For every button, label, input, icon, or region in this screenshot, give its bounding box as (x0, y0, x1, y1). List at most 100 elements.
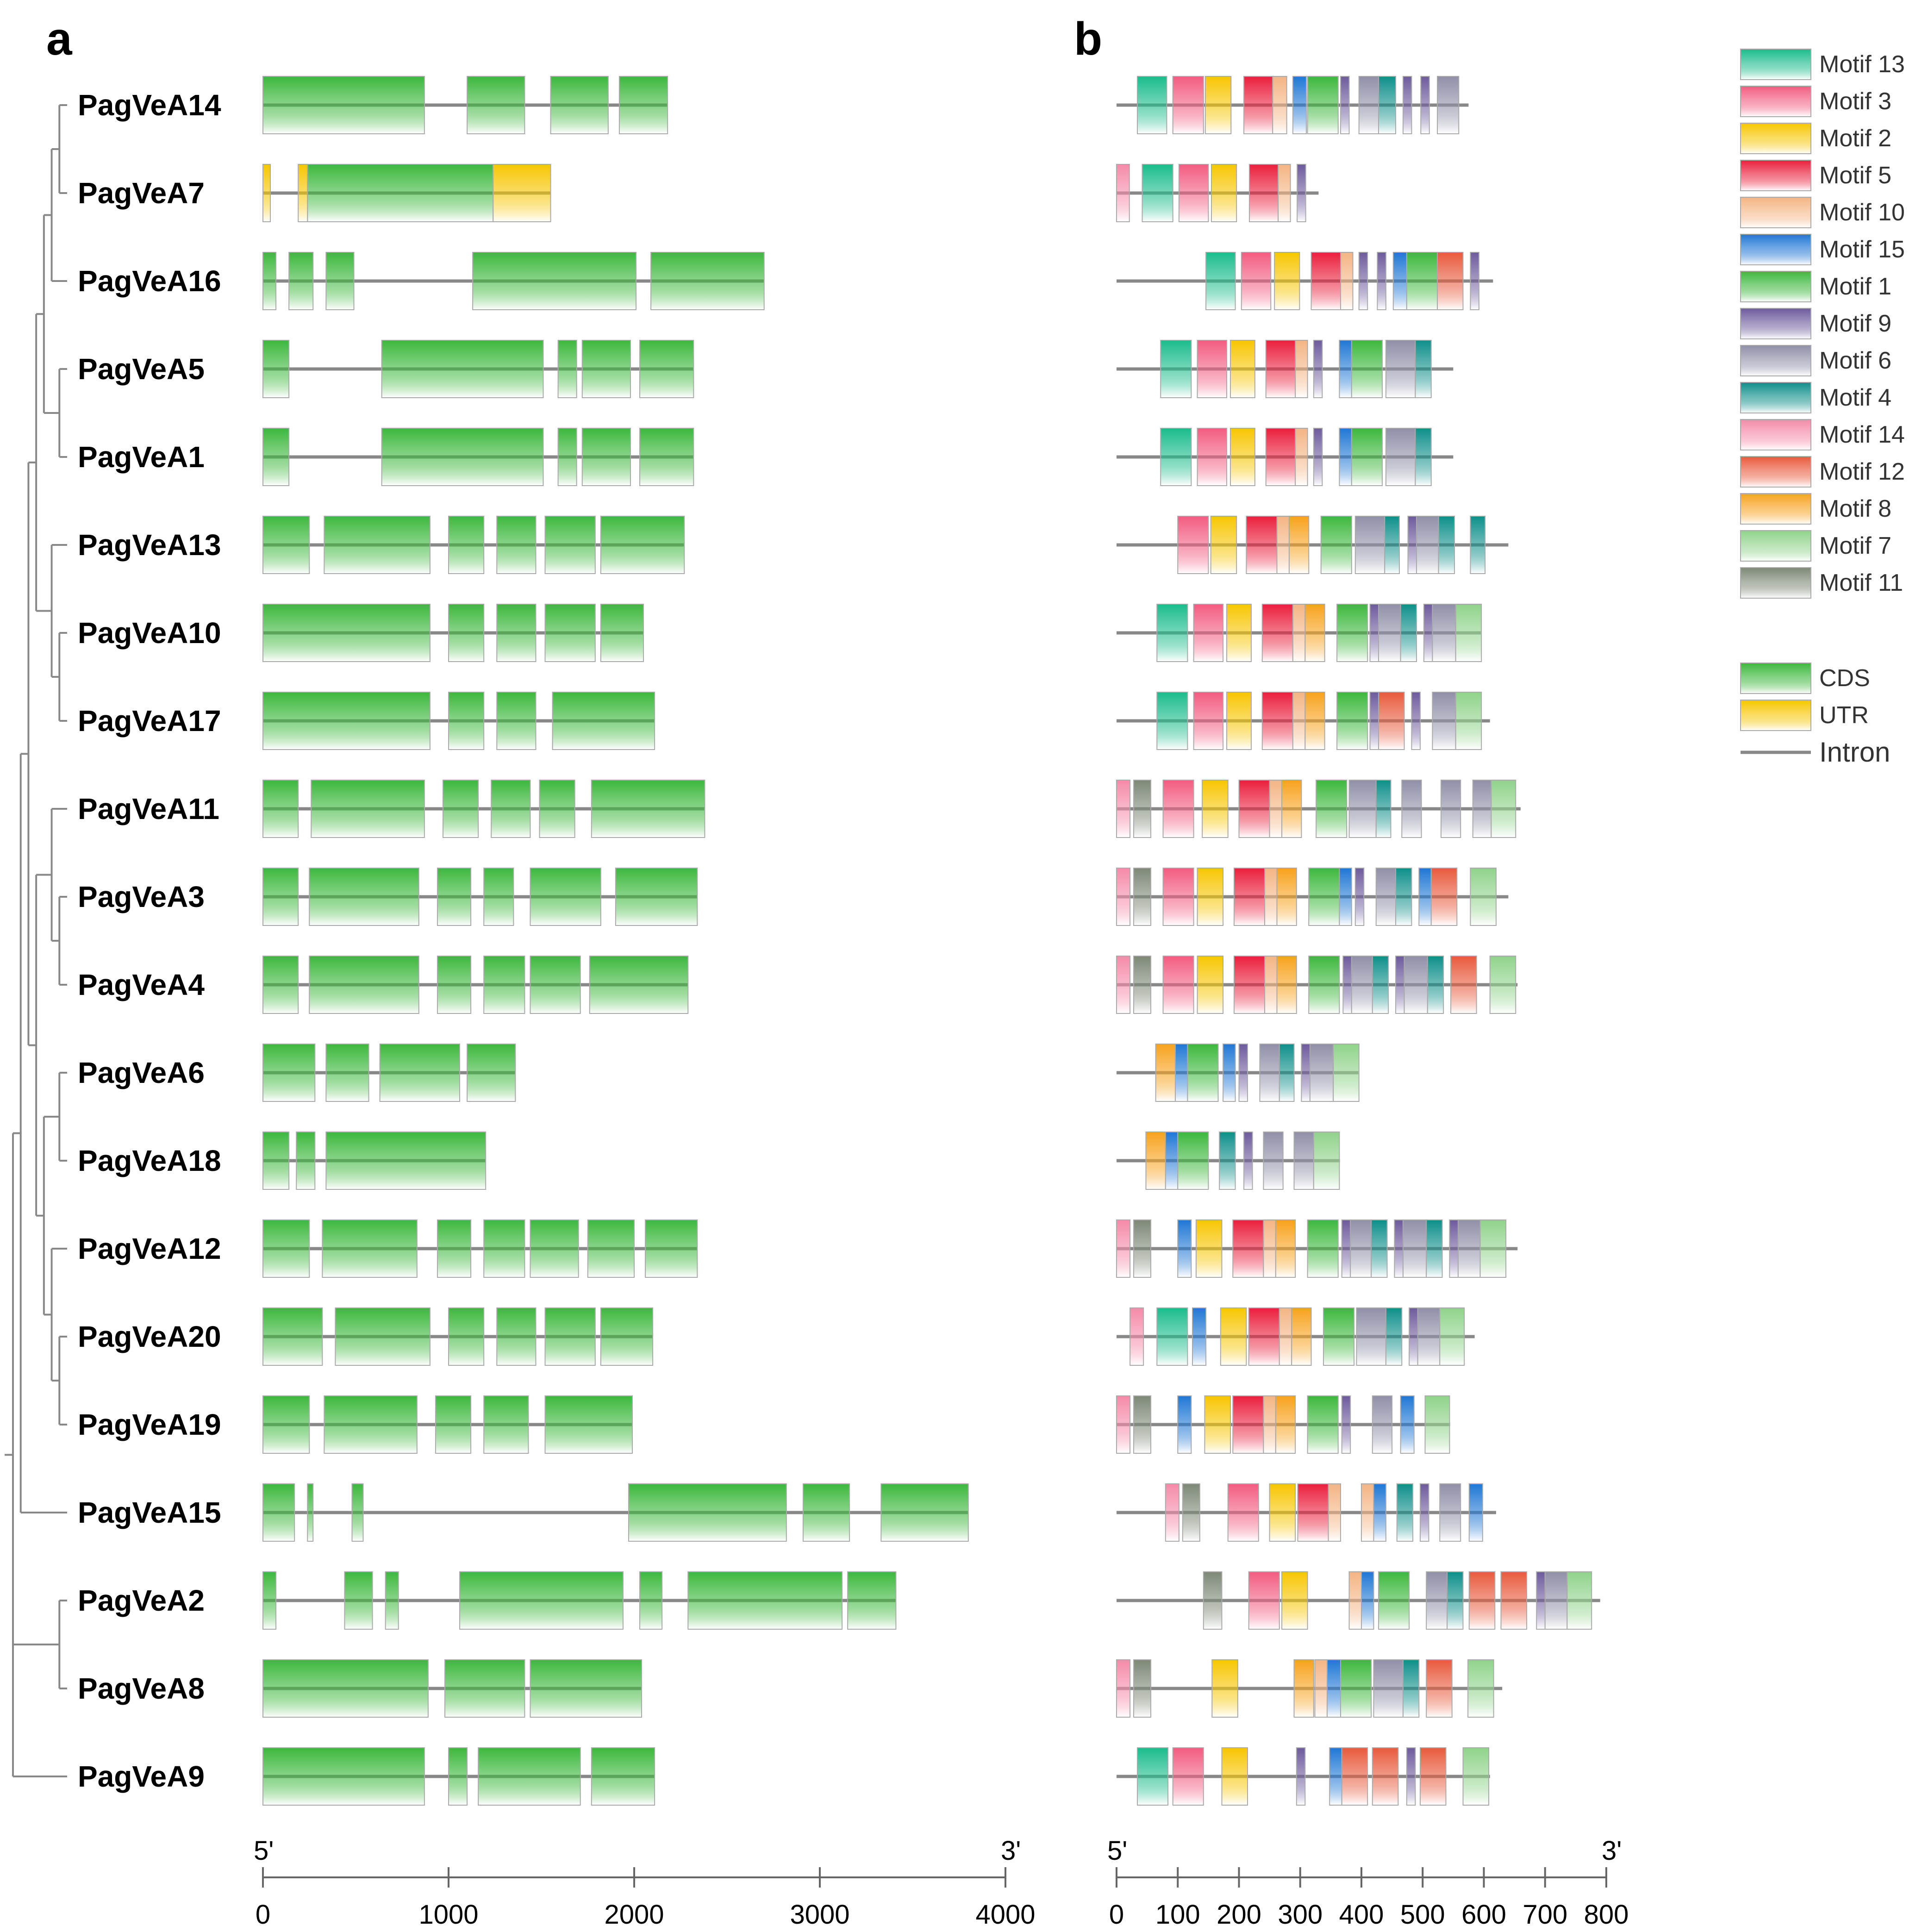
legend-swatch-motif-1 (1740, 271, 1811, 302)
motif-box-motif-6 (1354, 516, 1385, 574)
motif-box-motif-7 (1491, 780, 1516, 838)
gene-label-pagvea9: PagVeA9 (78, 1760, 205, 1793)
cds-exon (262, 780, 299, 838)
motif-box-motif-15 (1292, 76, 1307, 134)
legend-label: Motif 13 (1819, 51, 1905, 78)
legend-swatch-motif-9 (1740, 308, 1811, 339)
motif-box-motif-14 (1129, 1307, 1144, 1366)
motif-box-motif-6 (1404, 956, 1428, 1014)
cds-exon (262, 1747, 425, 1806)
cds-exon (262, 516, 310, 574)
tick-label: 2000 (604, 1900, 664, 1930)
motif-box-motif-9 (1342, 956, 1352, 1014)
motif-box-motif-13 (1205, 252, 1236, 310)
cds-exon (687, 1571, 843, 1630)
legend-swatch-motif-8 (1740, 493, 1811, 525)
gene-structure-pagvea7 (262, 164, 551, 222)
tick-label: 3000 (790, 1900, 849, 1930)
motif-box-motif-9 (1341, 1395, 1351, 1454)
cds-exon (530, 868, 601, 926)
protein-motifs-pagvea10 (1117, 604, 1482, 662)
cds-exon (437, 868, 472, 926)
motif-box-motif-2 (1269, 1483, 1296, 1542)
motif-box-motif-10 (1264, 868, 1278, 926)
motif-box-motif-8 (1293, 1659, 1314, 1718)
cds-exon (448, 1307, 485, 1366)
axis-a: 0 1000 2000 3000 4000 5' 3' (254, 1836, 1036, 1930)
cds-exon (530, 1219, 579, 1278)
gene-label-pagvea1: PagVeA1 (78, 440, 205, 474)
motif-box-motif-13 (1142, 164, 1173, 222)
gene-label-pagvea10: PagVeA10 (78, 616, 221, 650)
motif-box-motif-5 (1246, 516, 1278, 574)
cds-exon (262, 1219, 310, 1278)
motif-box-motif-3 (1162, 780, 1194, 838)
motif-box-motif-5 (1310, 252, 1342, 310)
motif-box-motif-5 (1248, 1307, 1280, 1366)
gene-structure-pagvea11 (262, 780, 705, 838)
cds-exon (437, 956, 472, 1014)
gene-structure-pagvea19 (262, 1395, 633, 1454)
motif-box-motif-5 (1297, 1483, 1329, 1542)
legend-swatch-utr (1740, 700, 1811, 731)
cds-exon (591, 1747, 655, 1806)
motif-box-motif-1 (1351, 340, 1383, 398)
motif-box-motif-13 (1160, 428, 1192, 486)
cds-exon (600, 1307, 654, 1366)
motif-box-motif-11 (1133, 1395, 1152, 1454)
motif-box-motif-9 (1536, 1571, 1546, 1630)
cds-exon (472, 252, 637, 310)
motif-box-motif-9 (1301, 1044, 1310, 1102)
motif-box-motif-15 (1165, 1132, 1179, 1190)
motif-box-motif-8 (1304, 692, 1325, 750)
motif-box-motif-15 (1400, 1395, 1415, 1454)
motif-box-motif-15 (1223, 1044, 1236, 1102)
motif-box-motif-5 (1261, 692, 1293, 750)
motif-box-motif-9 (1394, 1219, 1404, 1278)
motif-box-motif-14 (1116, 956, 1131, 1014)
motif-box-motif-2 (1226, 604, 1252, 662)
axis-end-label: 3' (1001, 1836, 1021, 1866)
protein-motifs-pagvea2 (1117, 1571, 1600, 1630)
legend-label: Motif 5 (1819, 162, 1891, 189)
motif-box-motif-3 (1193, 604, 1224, 662)
cds-exon (544, 1395, 633, 1454)
motif-box-motif-3 (1197, 428, 1228, 486)
motif-box-motif-1 (1307, 1219, 1339, 1278)
motif-box-motif-4 (1371, 1219, 1388, 1278)
motif-box-motif-11 (1133, 1219, 1152, 1278)
motif-box-motif-3 (1172, 76, 1204, 134)
legend-swatch-cds (1740, 663, 1811, 694)
motif-box-motif-3 (1193, 692, 1224, 750)
motif-box-motif-6 (1416, 516, 1439, 574)
cds-exon (448, 604, 485, 662)
motif-box-motif-14 (1116, 1219, 1131, 1278)
motif-box-motif-9 (1409, 1307, 1418, 1366)
motif-box-motif-15 (1177, 1395, 1192, 1454)
motif-box-motif-5 (1232, 1395, 1264, 1454)
cds-exon (307, 1483, 314, 1542)
cds-exon (459, 1571, 624, 1630)
motif-box-motif-3 (1197, 340, 1228, 398)
cds-exon (262, 692, 431, 750)
gene-label-pagvea7: PagVeA7 (78, 176, 205, 210)
cds-exon (262, 604, 431, 662)
motif-box-motif-9 (1395, 956, 1405, 1014)
gene-label-pagvea15: PagVeA15 (78, 1496, 221, 1529)
motif-box-motif-4 (1426, 1219, 1443, 1278)
cds-exon (385, 1571, 399, 1630)
motif-box-motif-11 (1133, 780, 1152, 838)
cds-exon (589, 956, 689, 1014)
motif-box-motif-6 (1426, 1571, 1448, 1630)
utr-region (262, 164, 271, 222)
cds-exon (322, 1219, 418, 1278)
legend-swatch-motif-11 (1740, 567, 1811, 599)
motif-box-motif-9 (1354, 868, 1365, 926)
motif-box-motif-14 (1116, 780, 1131, 838)
legend-label: Motif 12 (1819, 458, 1905, 485)
cds-exon (530, 956, 581, 1014)
cds-exon (262, 868, 299, 926)
gene-label-pagvea12: PagVeA12 (78, 1232, 221, 1265)
motif-box-motif-5 (1265, 428, 1296, 486)
cds-exon (344, 1571, 373, 1630)
